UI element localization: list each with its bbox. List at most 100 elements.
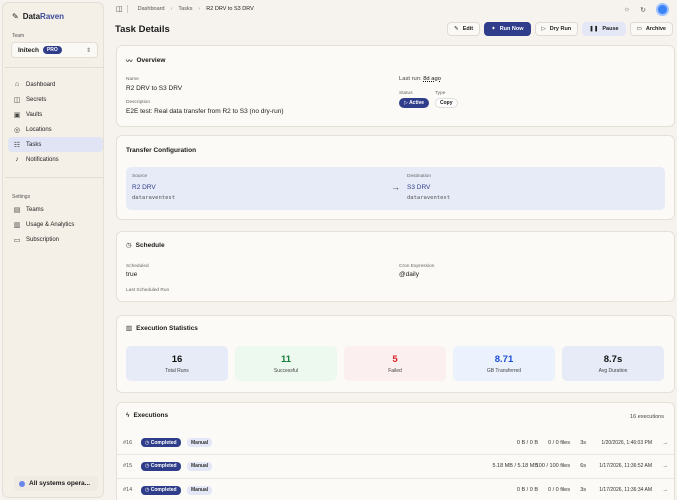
- arrow-right-icon[interactable]: →: [662, 439, 669, 446]
- refresh-icon[interactable]: ↻: [640, 6, 646, 14]
- chevron-right-icon: ›: [170, 6, 173, 12]
- system-status[interactable]: All systems opera...: [14, 476, 98, 491]
- brand-name-a: Data: [22, 12, 41, 21]
- tasks-icon: ☷: [13, 141, 21, 149]
- action-bar: ✎ Edit ✦ Run Now ▷ Dry Run ❚❚ Pause ▭ Archive: [447, 22, 673, 36]
- sidebar-toggle-icon[interactable]: ◫: [116, 6, 123, 13]
- arrow-right-icon: →: [391, 182, 400, 192]
- clock-icon: ◷: [126, 242, 132, 249]
- execution-stats-card: ▥ Execution Statistics 16 Total Runs 11 Suc…: [116, 315, 675, 393]
- pause-icon: ❚❚: [589, 26, 599, 32]
- table-row[interactable]: #14 ◷ Completed Manual 0 B / 0 B 0 / 0 f…: [117, 478, 674, 500]
- arrow-right-icon[interactable]: →: [662, 463, 669, 469]
- files: 100 / 100 files: [535, 463, 570, 469]
- edit-button[interactable]: ✎ Edit: [447, 22, 481, 36]
- transfer-title: Transfer Configuration: [126, 147, 197, 154]
- destination-name[interactable]: S3 DRV: [407, 184, 431, 191]
- task-description: E2E test: Real data transfer from R2 to …: [126, 108, 284, 115]
- scheduled-label: Scheduled: [126, 264, 149, 269]
- executions-count: 16 executions: [630, 414, 664, 420]
- sidebar-item-dashboard[interactable]: ⌂ Dashboard: [14, 81, 56, 88]
- last-run: Last run: 8d ago: [399, 76, 441, 82]
- table-row[interactable]: #16 ◷ Completed Manual 0 B / 0 B 0 / 0 f…: [123, 438, 669, 447]
- sidebar-item-vaults[interactable]: ▣ Vaults: [13, 111, 43, 119]
- pencil-icon: ✎: [454, 26, 459, 32]
- chevron-right-icon: ›: [198, 6, 201, 12]
- last-run-value[interactable]: 8d ago: [423, 76, 441, 82]
- home-icon: ⌂: [14, 81, 20, 88]
- team-label: Team: [12, 33, 25, 39]
- duration: 3s: [580, 487, 586, 493]
- arrow-right-icon[interactable]: →: [662, 487, 669, 493]
- source-label: Source: [132, 174, 148, 179]
- archive-button[interactable]: ▭ Archive: [629, 22, 673, 36]
- chart-icon: ▥: [13, 221, 21, 229]
- source-name[interactable]: R2 DRV: [132, 184, 156, 191]
- status-badge: ◷ Completed: [141, 461, 181, 471]
- dry-run-button[interactable]: ▷ Dry Run: [534, 22, 579, 36]
- timestamp: 1/20/2026, 1:46:03 PM: [601, 439, 652, 446]
- breadcrumb-current: R2 DRV to S3 DRV: [206, 6, 254, 12]
- transfer-config-card: Transfer Configuration Source R2 DRV dat…: [116, 135, 675, 220]
- sidebar-item-subscription[interactable]: ▭ Subscription: [13, 236, 60, 244]
- avatar[interactable]: [656, 3, 669, 16]
- play-icon: ▷: [541, 26, 546, 32]
- schedule-card: ◷ Schedule Scheduled true Cron Expression…: [116, 231, 675, 302]
- bytes: 5.18 MB / 5.18 MB: [492, 463, 538, 469]
- run-now-button[interactable]: ✦ Run Now: [484, 22, 531, 36]
- breadcrumb-tasks[interactable]: Tasks: [178, 6, 193, 12]
- topbar: ◫ Dashboard › Tasks › R2 DRV to S3 DRV ☼…: [110, 0, 677, 18]
- transfer-box: Source R2 DRV dataraventest → Destinatio…: [126, 167, 665, 210]
- stat-total-runs: 16 Total Runs: [126, 346, 228, 381]
- chevron-updown-icon: ⇕: [85, 47, 91, 54]
- status-label: Status: [399, 91, 413, 96]
- type-badge: Copy: [435, 98, 458, 108]
- files: 0 / 0 files: [547, 439, 570, 446]
- breadcrumb-dashboard[interactable]: Dashboard: [137, 6, 165, 12]
- timestamp: 1/17/2026, 11:36:34 AM: [599, 487, 652, 493]
- activity-icon: 〰: [126, 58, 133, 65]
- trigger-badge: Manual: [187, 485, 213, 495]
- top-icons: ☼ ↻: [624, 3, 669, 16]
- system-status-text: All systems opera...: [29, 480, 91, 487]
- card-icon: ▭: [13, 236, 21, 244]
- stats-row: 16 Total Runs 11 Successful 5 Failed 8.71 GB…: [126, 346, 664, 381]
- sidebar-item-secrets[interactable]: ◫ Secrets: [13, 96, 47, 104]
- duration: 6s: [580, 463, 586, 469]
- teams-icon: ▤: [13, 206, 21, 214]
- team-selector[interactable]: Initech PRO ⇕: [11, 42, 98, 58]
- plan-badge: PRO: [42, 46, 62, 54]
- duration: 3s: [580, 439, 586, 446]
- sidebar-item-locations[interactable]: ◎ Locations: [13, 126, 52, 134]
- theme-toggle-icon[interactable]: ☼: [623, 6, 631, 13]
- stat-failed: 5 Failed: [344, 346, 446, 381]
- bytes: 0 B / 0 B: [516, 487, 538, 493]
- overview-title: 〰 Overview: [126, 56, 166, 66]
- raven-logo-icon: ✎: [12, 12, 19, 21]
- description-label: Description: [126, 100, 150, 105]
- sidebar-item-notifications[interactable]: ♪ Notifications: [8, 152, 103, 167]
- sidebar-item-teams[interactable]: ▤ Teams: [13, 206, 44, 214]
- pause-button[interactable]: ❚❚ Pause: [582, 22, 626, 36]
- stats-title: ▥ Execution Statistics: [126, 324, 198, 333]
- sidebar-item-usage-analytics[interactable]: ▥ Usage & Analytics: [13, 221, 75, 229]
- logo[interactable]: ✎ DataRaven: [12, 12, 64, 21]
- sidebar-item-tasks[interactable]: ☷ Tasks: [8, 137, 103, 152]
- brand-name-b: Raven: [40, 12, 65, 21]
- main-nav: ⌂ Dashboard ◫ Secrets ▣ Vaults ◎ Locations ☷…: [8, 77, 103, 167]
- lightning-icon: ϟ: [126, 412, 130, 419]
- destination-label: Destination: [407, 174, 431, 179]
- sparkle-icon: ✦: [491, 26, 496, 32]
- status-dot-icon: [19, 480, 25, 487]
- source-bucket: dataraventest: [132, 195, 176, 201]
- stat-successful: 11 Successful: [235, 346, 337, 381]
- status-badge: ▷ Active: [399, 98, 430, 108]
- table-row[interactable]: #15 ◷ Completed Manual 5.18 MB / 5.18 MB…: [117, 454, 674, 477]
- bar-chart-icon: ▥: [126, 325, 133, 332]
- name-label: Name: [126, 77, 139, 82]
- play-icon: ▷: [404, 100, 410, 106]
- divider: [5, 177, 103, 178]
- destination-bucket: dataraventest: [407, 195, 451, 201]
- divider: [126, 5, 128, 13]
- settings-nav: ▤ Teams ▥ Usage & Analytics ▭ Subscription: [8, 202, 103, 247]
